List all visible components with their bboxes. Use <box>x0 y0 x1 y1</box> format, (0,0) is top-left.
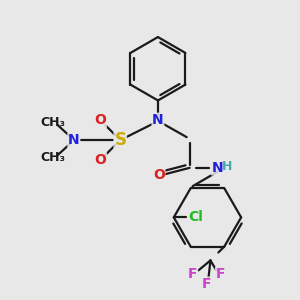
Text: O: O <box>94 113 106 127</box>
Text: N: N <box>68 133 80 147</box>
Text: N: N <box>152 113 164 127</box>
Text: H: H <box>222 160 232 173</box>
Text: N: N <box>212 161 223 175</box>
Text: Cl: Cl <box>188 210 203 224</box>
Text: F: F <box>202 277 211 291</box>
Text: CH₃: CH₃ <box>40 152 65 164</box>
Text: F: F <box>216 267 225 281</box>
Text: F: F <box>188 267 197 281</box>
Text: S: S <box>114 131 126 149</box>
Text: O: O <box>94 153 106 167</box>
Text: O: O <box>153 168 165 182</box>
Text: CH₃: CH₃ <box>40 116 65 129</box>
